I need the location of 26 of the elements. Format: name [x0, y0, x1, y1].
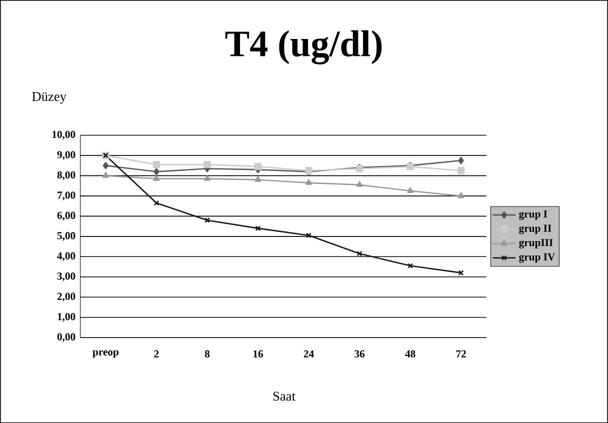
legend-label: grup II [519, 224, 552, 234]
y-tick-label: 7,00 [58, 191, 76, 200]
y-tick-label: 6,00 [57, 212, 76, 220]
x-tick-label: 24 [304, 350, 314, 358]
x-axis-title: Saat [273, 392, 296, 401]
y-tick-label: 8,00 [57, 171, 76, 180]
y-tick-label: 1,00 [58, 312, 76, 322]
y-tick-label: 0,00 [57, 333, 76, 342]
chart-title: T4 (ug/dl) [225, 30, 382, 64]
y-tick-label: 10,00 [52, 130, 76, 140]
y-axis-title: Düzey [32, 92, 66, 104]
x-tick-label: 72 [456, 350, 466, 358]
x-tick-label: 16 [254, 350, 263, 358]
x-tick-label: 36 [354, 350, 365, 358]
x-tick-label: 8 [204, 350, 210, 358]
y-tick-label: 5,00 [57, 232, 76, 241]
x-tick-label: preop [92, 350, 118, 358]
legend-label: grupIII [519, 238, 553, 248]
x-tick-label: 2 [154, 350, 159, 358]
y-tick-label: 3,00 [57, 272, 76, 282]
x-tick-label: 48 [405, 350, 416, 358]
legend-label: grup I [519, 210, 548, 220]
y-tick-label: 2,00 [57, 292, 76, 302]
legend-label: grup IV [519, 253, 556, 263]
y-tick-label: 9,00 [57, 150, 76, 160]
y-tick-label: 4,00 [57, 252, 76, 261]
